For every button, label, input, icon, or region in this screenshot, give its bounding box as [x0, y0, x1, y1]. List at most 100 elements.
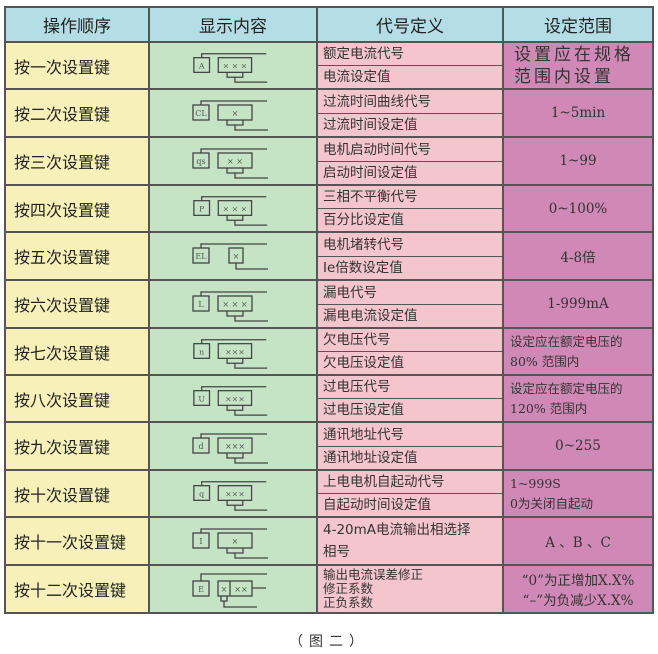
table-row: 按二次设置键 CL × 过流时间曲线代号 过流时间设定值 1~5min	[4, 88, 654, 138]
settings-table: 操作顺序 显示内容 代号定义 设定范围 按一次设置键 A × × × 额定电流代…	[4, 6, 654, 614]
range-cell: 1~5min	[502, 88, 654, 138]
definition-cell: 输出电流误差修正 修正系数 正负系数	[316, 564, 504, 614]
code-text: I	[199, 537, 202, 546]
definition-text: 三相不平衡代号	[323, 189, 418, 205]
display-E-icon: E × ××	[192, 573, 267, 608]
table-body: 按一次设置键 A × × × 额定电流代号 电流设定值 设置应在规格范围内设置 按二次…	[4, 41, 654, 614]
step-cell: 按九次设置键	[4, 421, 150, 471]
definition-text: 欠电压代号	[323, 332, 391, 348]
definition-text: 欠电压设定值	[318, 351, 502, 374]
display-A-icon: A × × ×	[193, 53, 268, 83]
display-qs-icon: qs × ×	[192, 148, 268, 179]
definition-text: 额定电流代号	[323, 46, 404, 62]
definition-cell: 电机启动时间代号 启动时间设定值	[316, 136, 504, 186]
header-row: 操作顺序 显示内容 代号定义 设定范围	[4, 6, 654, 43]
digits-text: ×	[232, 109, 239, 118]
digits-text: ×××	[225, 442, 245, 451]
range-text: 设定应在额定电压的 80% 范围内	[510, 333, 623, 369]
definition-text: 过流时间曲线代号	[323, 93, 431, 110]
code-text: P	[199, 204, 204, 213]
definition-text: 自起动时间设定值	[318, 493, 502, 516]
definition-text: 启动时间设定值	[318, 160, 502, 184]
digits-text-2: ××	[234, 585, 247, 594]
definition-cell: 通讯地址代号通讯地址设定值	[316, 421, 504, 471]
range-cell: 1~99	[502, 136, 654, 186]
definition-text: 电机堵转代号	[323, 236, 404, 253]
display-EL-icon: EL ×	[192, 243, 268, 270]
digits-text: × ×	[227, 157, 243, 166]
range-cell: A 、B 、C	[502, 516, 654, 566]
definition-text: 电流设定值	[318, 65, 502, 88]
code-text: n	[199, 347, 204, 356]
definition-text: 通讯地址设定值	[318, 445, 502, 469]
display-cell: CL ×	[148, 88, 318, 138]
definition-text: 相号	[323, 544, 350, 560]
display-cell: EL ×	[148, 231, 318, 281]
digits-text: ×××	[225, 394, 245, 403]
range-text: 1~999S 0为关闭自起动	[510, 475, 593, 511]
table-row: 按十次设置键 q ××× 上电电机自起动代号 自起动时间设定值 1~999S 0为关…	[4, 469, 654, 518]
step-cell: 按八次设置键	[4, 374, 150, 423]
code-text: E	[198, 585, 204, 594]
step-cell: 按十二次设置键	[4, 564, 150, 614]
code-text: A	[198, 61, 205, 70]
step-cell: 按十一次设置键	[4, 516, 150, 566]
definition-text: 通讯地址代号	[323, 426, 404, 443]
definition-text: 百分比设定值	[318, 208, 502, 231]
code-text: CL	[195, 109, 207, 118]
table-row: 按十一次设置键 I × 4-20mA电流输出相选择 相号 A 、B 、C	[4, 516, 654, 566]
digits-text: ×	[233, 252, 240, 261]
display-L-icon: L × × ×	[192, 291, 268, 322]
code-text: L	[198, 300, 204, 309]
definition-cell: 欠电压代号欠电压设定值	[316, 327, 504, 376]
display-cell: I ×	[148, 516, 318, 566]
range-cell: 1~999S 0为关闭自起动	[502, 469, 654, 518]
code-text: U	[198, 394, 205, 403]
code-text: d	[198, 442, 203, 451]
range-cell: 设置应在规格范围内设置	[502, 41, 654, 90]
digits-text: × × ×	[223, 204, 248, 213]
range-text: 0~100%	[548, 200, 608, 217]
header-definition: 代号定义	[316, 6, 504, 43]
definition-line: 正负系数	[323, 595, 374, 610]
definition-cell: 过流时间曲线代号过流时间设定值	[316, 88, 504, 138]
range-text: 4-8倍	[560, 250, 596, 266]
range-cell: “0”为正增加X.X% “–”为负减少X.X%	[502, 564, 654, 614]
definition-line: 修正系数	[323, 581, 374, 596]
display-cell: n ×××	[148, 327, 318, 376]
step-cell: 按五次设置键	[4, 231, 150, 281]
display-q-icon: q ×××	[193, 481, 268, 511]
display-cell: A × × ×	[148, 41, 318, 90]
range-text: 1~99	[559, 153, 597, 169]
step-cell: 按十次设置键	[4, 469, 150, 518]
definition-text: 4-20mA电流输出相选择	[323, 522, 471, 538]
definition-cell: 三相不平衡代号百分比设定值	[316, 184, 504, 233]
range-text: 设定应在额定电压的 120% 范围内	[510, 380, 623, 416]
range-cell: 4-8倍	[502, 231, 654, 281]
display-cell: d ×××	[148, 421, 318, 471]
definition-line: 输出电流误差修正	[323, 567, 424, 582]
digits-text: × × ×	[222, 300, 247, 309]
display-U-icon: U ×××	[193, 386, 268, 416]
range-cell: 0~255	[502, 421, 654, 471]
code-text: qs	[196, 157, 205, 166]
definition-text: 过电压设定值	[318, 398, 502, 421]
display-n-icon: n ×××	[193, 339, 268, 369]
step-cell: 按一次设置键	[4, 41, 150, 90]
definition-text: 漏电电流设定值	[318, 303, 502, 327]
range-cell: 1-999mA	[502, 279, 654, 329]
range-text: 设置应在规格范围内设置	[514, 44, 634, 87]
header-step: 操作顺序	[4, 6, 150, 43]
definition-text: 过电压代号	[323, 379, 391, 395]
definition-cell: 额定电流代号电流设定值	[316, 41, 504, 90]
display-cell: q ×××	[148, 469, 318, 518]
display-P-icon: P × × ×	[193, 196, 268, 226]
definition-cell: 4-20mA电流输出相选择 相号	[316, 516, 504, 566]
figure-caption: （图二）	[289, 634, 369, 650]
definition-text: 过流时间设定值	[318, 112, 502, 136]
table-row: 按十二次设置键 E × ×× 输出电流误差修正 修正系数 正负系数 “0”为正增加X.X…	[4, 564, 654, 614]
range-text: “0”为正增加X.X% “–”为负减少X.X%	[521, 573, 635, 609]
definition-cell: 电机堵转代号 Ie倍数设定值	[316, 231, 504, 281]
range-cell: 设定应在额定电压的 120% 范围内	[502, 374, 654, 423]
table-row: 按六次设置键 L × × × 漏电代号 漏电电流设定值 1-999mA	[4, 279, 654, 329]
